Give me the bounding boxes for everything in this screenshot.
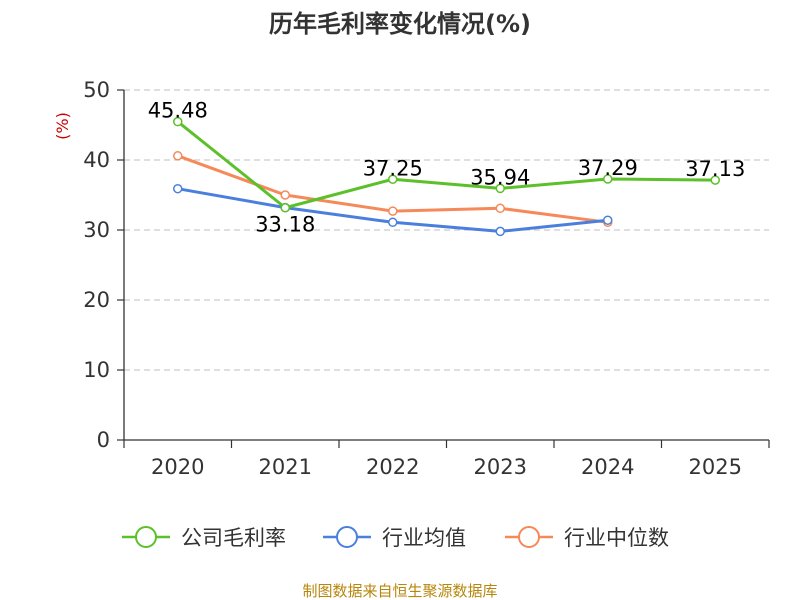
data-label: 35.94 bbox=[470, 165, 530, 189]
axes: 0 10 20 30 40 50 2020 2021 2022 2023 2024 2025 bbox=[83, 78, 770, 479]
series-line bbox=[176, 120, 716, 210]
y-tick-label: 20 bbox=[83, 288, 110, 312]
y-tick-label: 0 bbox=[97, 428, 110, 452]
grid-lines bbox=[124, 89, 769, 371]
legend-label: 行业中位数 bbox=[564, 526, 669, 550]
data-label: 33.18 bbox=[255, 213, 315, 237]
data-labels: 45.48 33.18 37.25 35.94 37.29 37.13 bbox=[148, 99, 746, 237]
source-note: 制图数据来自恒生聚源数据库 bbox=[302, 582, 497, 600]
y-tick-label: 40 bbox=[83, 148, 110, 172]
series-layer bbox=[173, 116, 720, 237]
x-tick-label: 2025 bbox=[689, 455, 742, 479]
x-tick-label: 2021 bbox=[259, 455, 312, 479]
data-point bbox=[173, 183, 183, 194]
data-label: 37.13 bbox=[685, 157, 745, 181]
legend-marker bbox=[135, 526, 157, 548]
data-point bbox=[173, 116, 183, 127]
data-point bbox=[388, 206, 398, 216]
data-point bbox=[495, 183, 505, 194]
data-label: 45.48 bbox=[148, 99, 208, 123]
data-point bbox=[603, 174, 613, 184]
data-point bbox=[495, 226, 505, 237]
data-label: 37.29 bbox=[578, 156, 638, 180]
data-point bbox=[710, 175, 720, 185]
data-point bbox=[280, 202, 290, 213]
data-point bbox=[388, 174, 398, 184]
data-point bbox=[280, 190, 290, 200]
chart-title: 历年毛利率变化情况(%) bbox=[269, 10, 531, 38]
legend: 公司毛利率 行业均值 行业中位数 bbox=[122, 526, 669, 550]
y-tick-label: 30 bbox=[83, 218, 110, 242]
x-tick-label: 2020 bbox=[151, 455, 204, 479]
data-point bbox=[173, 151, 183, 161]
legend-marker bbox=[518, 526, 540, 548]
legend-marker bbox=[336, 526, 358, 548]
y-axis-label: (%) bbox=[53, 112, 72, 140]
x-tick-label: 2022 bbox=[366, 455, 419, 479]
data-point bbox=[388, 217, 398, 228]
legend-label: 公司毛利率 bbox=[181, 526, 286, 550]
data-label: 37.25 bbox=[363, 156, 423, 180]
y-tick-label: 10 bbox=[83, 358, 110, 382]
y-tick-label: 50 bbox=[83, 78, 110, 102]
x-tick-label: 2024 bbox=[581, 455, 634, 479]
x-tick-label: 2023 bbox=[474, 455, 527, 479]
data-point bbox=[495, 203, 505, 214]
legend-label: 行业均值 bbox=[382, 526, 466, 550]
data-point bbox=[603, 215, 613, 225]
